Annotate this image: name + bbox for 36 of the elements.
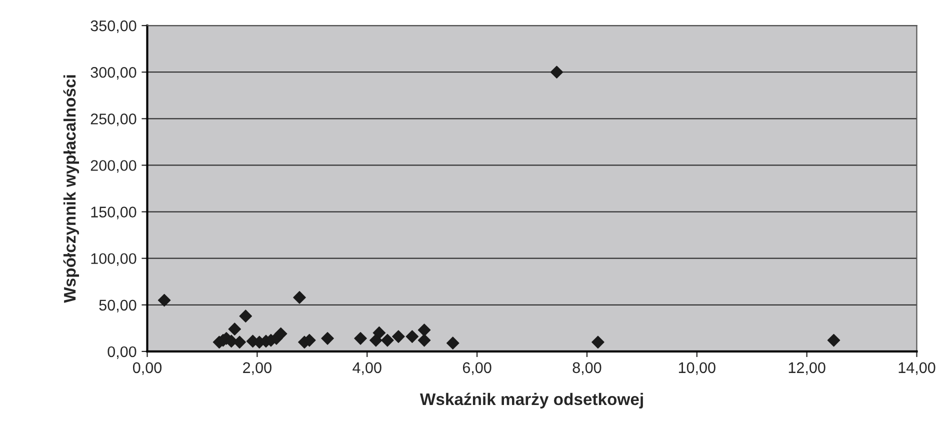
point — [418, 324, 431, 336]
point — [392, 330, 405, 343]
x-tick-label: 2,00 — [243, 362, 272, 375]
point — [239, 310, 252, 322]
point — [369, 334, 382, 347]
x-tick-label: 4,00 — [352, 362, 382, 375]
point — [418, 334, 431, 347]
point — [550, 66, 564, 79]
x-tick-label: 10,00 — [678, 362, 716, 375]
point — [158, 294, 171, 307]
y-tick-label: 100,00 — [91, 253, 136, 266]
y-tick-label: 300,00 — [90, 66, 136, 80]
point — [827, 334, 840, 347]
y-tick-label: 200,00 — [90, 160, 136, 173]
point — [592, 336, 604, 349]
y-tick-label: 250,00 — [90, 114, 136, 126]
point — [446, 336, 460, 350]
y-tick-label: 50,00 — [99, 300, 136, 312]
point — [293, 291, 306, 304]
point — [354, 332, 367, 345]
y-tick-label: 350,00 — [90, 20, 136, 34]
y-tick-label: 150,00 — [91, 206, 136, 220]
x-axis-title: Wskaźnik marży odsetkowej — [420, 392, 643, 408]
point — [381, 334, 394, 347]
x-tick-label: 8,00 — [572, 362, 602, 375]
point — [406, 330, 419, 343]
point — [228, 322, 242, 336]
point — [233, 336, 246, 349]
y-tick-label: 0,00 — [108, 346, 136, 359]
x-tick-label: 12,00 — [788, 362, 826, 375]
x-tick-label: 0,00 — [132, 362, 162, 375]
x-tick-label: 14,00 — [898, 362, 936, 375]
x-tick-label: 6,00 — [462, 362, 492, 375]
y-axis-title: Współczynnik wypłacalności — [63, 75, 79, 303]
point — [274, 327, 288, 340]
point — [321, 332, 334, 345]
